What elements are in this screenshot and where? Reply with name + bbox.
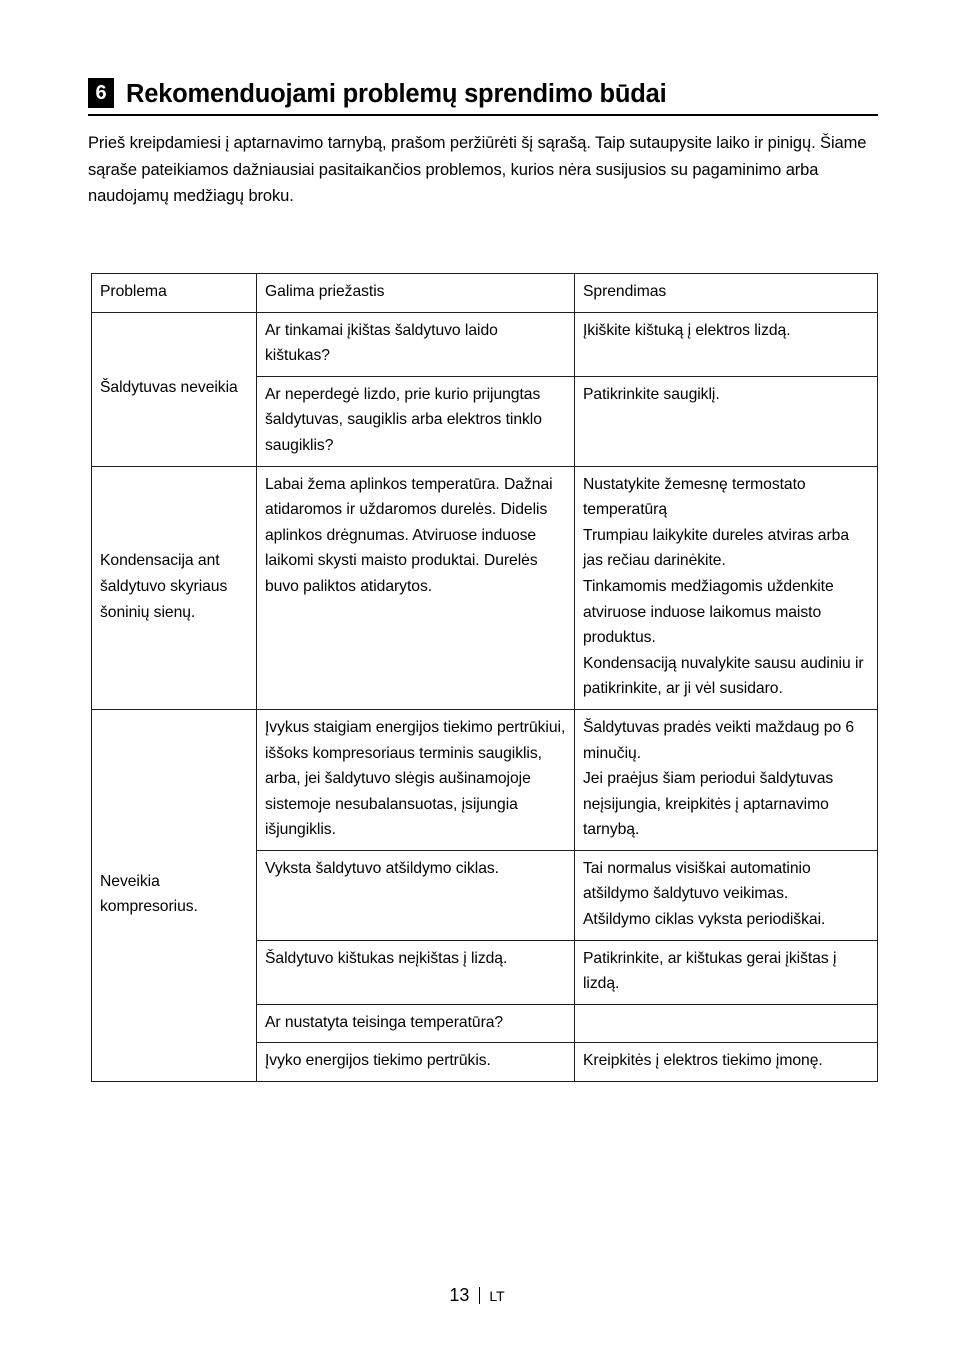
troubleshooting-table: Problema Galima priežastis Sprendimas Ša… <box>91 273 878 1083</box>
table-row: Ar nustatyta teisinga temperatūra? <box>92 1003 878 1044</box>
cell-cause: Ar neperdegė lizdo, prie kurio prijungta… <box>256 375 575 467</box>
cell-solution: Įkiškite kištuką į elektros lizdą. <box>574 311 878 377</box>
solution-part: Kondensaciją nuvalykite sausu audiniu ir… <box>583 654 864 698</box>
cell-cause: Labai žema aplinkos temperatūra. Dažnai … <box>256 465 575 710</box>
page-title: Rekomenduojami problemų sprendimo būdai <box>126 80 667 109</box>
solution-part: Jei praėjus šiam periodui šaldytuvas neį… <box>583 770 834 839</box>
cell-problem: Kondensacija ant šaldytuvo skyriaus šoni… <box>91 465 257 710</box>
cell-cause: Įvykus staigiam energijos tiekimo pertrū… <box>256 708 575 851</box>
footer-divider <box>479 1287 481 1304</box>
language-code: LT <box>489 1288 505 1304</box>
cell-solution: Patikrinkite saugiklį. <box>574 375 878 467</box>
cell-solution: Patikrinkite, ar kištukas gerai įkištas … <box>574 939 878 1005</box>
page-footer: 13 LT <box>0 1285 954 1306</box>
table-row: Šaldytuvo kištukas neįkištas į lizdą. Pa… <box>92 939 878 1005</box>
header-divider <box>88 114 878 116</box>
intro-paragraph: Prieš kreipdamiesi į aptarnavimo tarnybą… <box>88 134 867 206</box>
cell-cause: Ar nustatyta teisinga temperatūra? <box>256 1003 575 1044</box>
table-row: Neveikia kompresorius. Įvykus staigiam e… <box>91 708 878 1083</box>
chapter-header-row: 6 Rekomenduojami problemų sprendimo būda… <box>88 78 878 108</box>
cell-cause: Vyksta šaldytuvo atšildymo ciklas. <box>256 849 575 941</box>
table-row: Įvyko energijos tiekimo pertrūkis. Kreip… <box>92 1042 878 1083</box>
cell-solution: Kreipkitės į elektros tiekimo įmonę. <box>574 1042 878 1083</box>
solution-part: Trumpiau laikykite dureles atviras arba … <box>583 526 850 570</box>
cell-solution: Nustatykite žemesnę termostato temperatū… <box>574 465 878 710</box>
page-number: 13 <box>449 1285 470 1305</box>
table-row: Kondensacija ant šaldytuvo skyriaus šoni… <box>91 465 878 710</box>
cell-cause: Šaldytuvo kištukas neįkištas į lizdą. <box>256 939 575 1005</box>
solution-part: Tai normalus visiškai automatinio atšild… <box>583 859 811 903</box>
cell-problem: Šaldytuvas neveikia <box>91 311 257 467</box>
cell-cause: Įvyko energijos tiekimo pertrūkis. <box>256 1042 575 1083</box>
column-header-cause: Galima priežastis <box>256 273 575 313</box>
table-row: Šaldytuvas neveikia Ar tinkamai įkištas … <box>91 311 878 467</box>
cell-solution-empty <box>574 1003 878 1044</box>
table-row: Vyksta šaldytuvo atšildymo ciklas. Tai n… <box>92 849 878 941</box>
cell-problem: Neveikia kompresorius. <box>91 708 257 1083</box>
table-header-row: Problema Galima priežastis Sprendimas <box>91 273 878 313</box>
chapter-header: 6 Rekomenduojami problemų sprendimo būda… <box>88 78 878 116</box>
column-header-solution: Sprendimas <box>574 273 878 313</box>
column-header-problem: Problema <box>91 273 257 313</box>
solution-part: Nustatykite žemesnę termostato temperatū… <box>583 475 806 519</box>
cell-cause: Ar tinkamai įkištas šaldytuvo laido kišt… <box>256 311 575 377</box>
solution-part: Atšildymo ciklas vyksta periodiškai. <box>583 911 826 929</box>
table-row: Ar neperdegė lizdo, prie kurio prijungta… <box>92 375 878 467</box>
solution-part: Tinkamomis medžiagomis uždenkite atviruo… <box>583 577 834 647</box>
cell-solution: Šaldytuvas pradės veikti maždaug po 6 mi… <box>574 708 878 851</box>
solution-part: Šaldytuvas pradės veikti maždaug po 6 mi… <box>583 718 855 762</box>
chapter-number-badge: 6 <box>88 78 114 108</box>
cell-solution: Tai normalus visiškai automatinio atšild… <box>574 849 878 941</box>
